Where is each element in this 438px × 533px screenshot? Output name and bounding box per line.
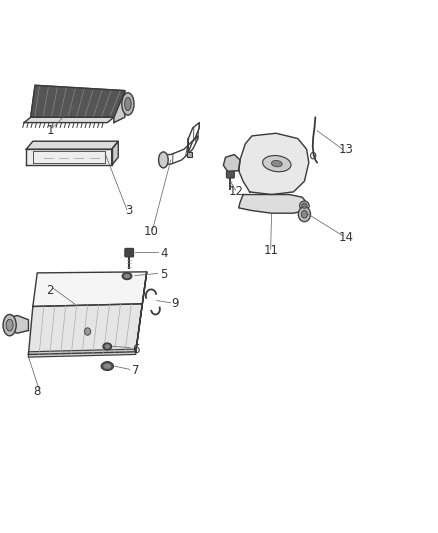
Circle shape [85, 328, 91, 335]
Polygon shape [223, 155, 240, 172]
Ellipse shape [272, 160, 282, 167]
Text: 10: 10 [144, 225, 159, 238]
Ellipse shape [263, 156, 291, 172]
Text: 14: 14 [339, 231, 353, 244]
Polygon shape [31, 85, 125, 117]
Polygon shape [26, 141, 118, 149]
Text: 12: 12 [229, 185, 244, 198]
Text: 1: 1 [46, 124, 54, 137]
Polygon shape [24, 117, 114, 123]
Text: 4: 4 [160, 247, 168, 260]
Text: 13: 13 [339, 143, 353, 156]
Ellipse shape [300, 201, 309, 211]
Ellipse shape [302, 203, 307, 208]
Ellipse shape [6, 319, 13, 331]
Circle shape [301, 211, 307, 218]
Ellipse shape [104, 364, 111, 369]
Polygon shape [28, 349, 136, 357]
Ellipse shape [105, 345, 110, 349]
Ellipse shape [103, 343, 112, 350]
Ellipse shape [159, 152, 168, 168]
Circle shape [298, 207, 311, 222]
Polygon shape [114, 91, 125, 123]
Polygon shape [239, 133, 309, 195]
Text: 3: 3 [126, 204, 133, 217]
Text: 11: 11 [264, 244, 279, 257]
Polygon shape [26, 149, 112, 165]
Ellipse shape [101, 362, 113, 370]
Ellipse shape [122, 273, 132, 279]
Ellipse shape [124, 274, 130, 278]
Text: 2: 2 [46, 284, 54, 297]
Polygon shape [33, 272, 147, 306]
Text: 8: 8 [34, 385, 41, 398]
Polygon shape [112, 141, 118, 165]
Text: 5: 5 [161, 268, 168, 281]
Polygon shape [239, 195, 307, 213]
FancyBboxPatch shape [187, 152, 192, 157]
Text: 6: 6 [132, 343, 140, 356]
Polygon shape [11, 316, 28, 333]
Text: 7: 7 [132, 364, 140, 377]
FancyBboxPatch shape [226, 171, 234, 178]
Text: 9: 9 [171, 297, 179, 310]
FancyBboxPatch shape [125, 248, 134, 257]
Ellipse shape [3, 314, 16, 336]
Polygon shape [28, 304, 142, 354]
Ellipse shape [122, 93, 134, 115]
Ellipse shape [124, 97, 131, 111]
Polygon shape [136, 272, 147, 352]
